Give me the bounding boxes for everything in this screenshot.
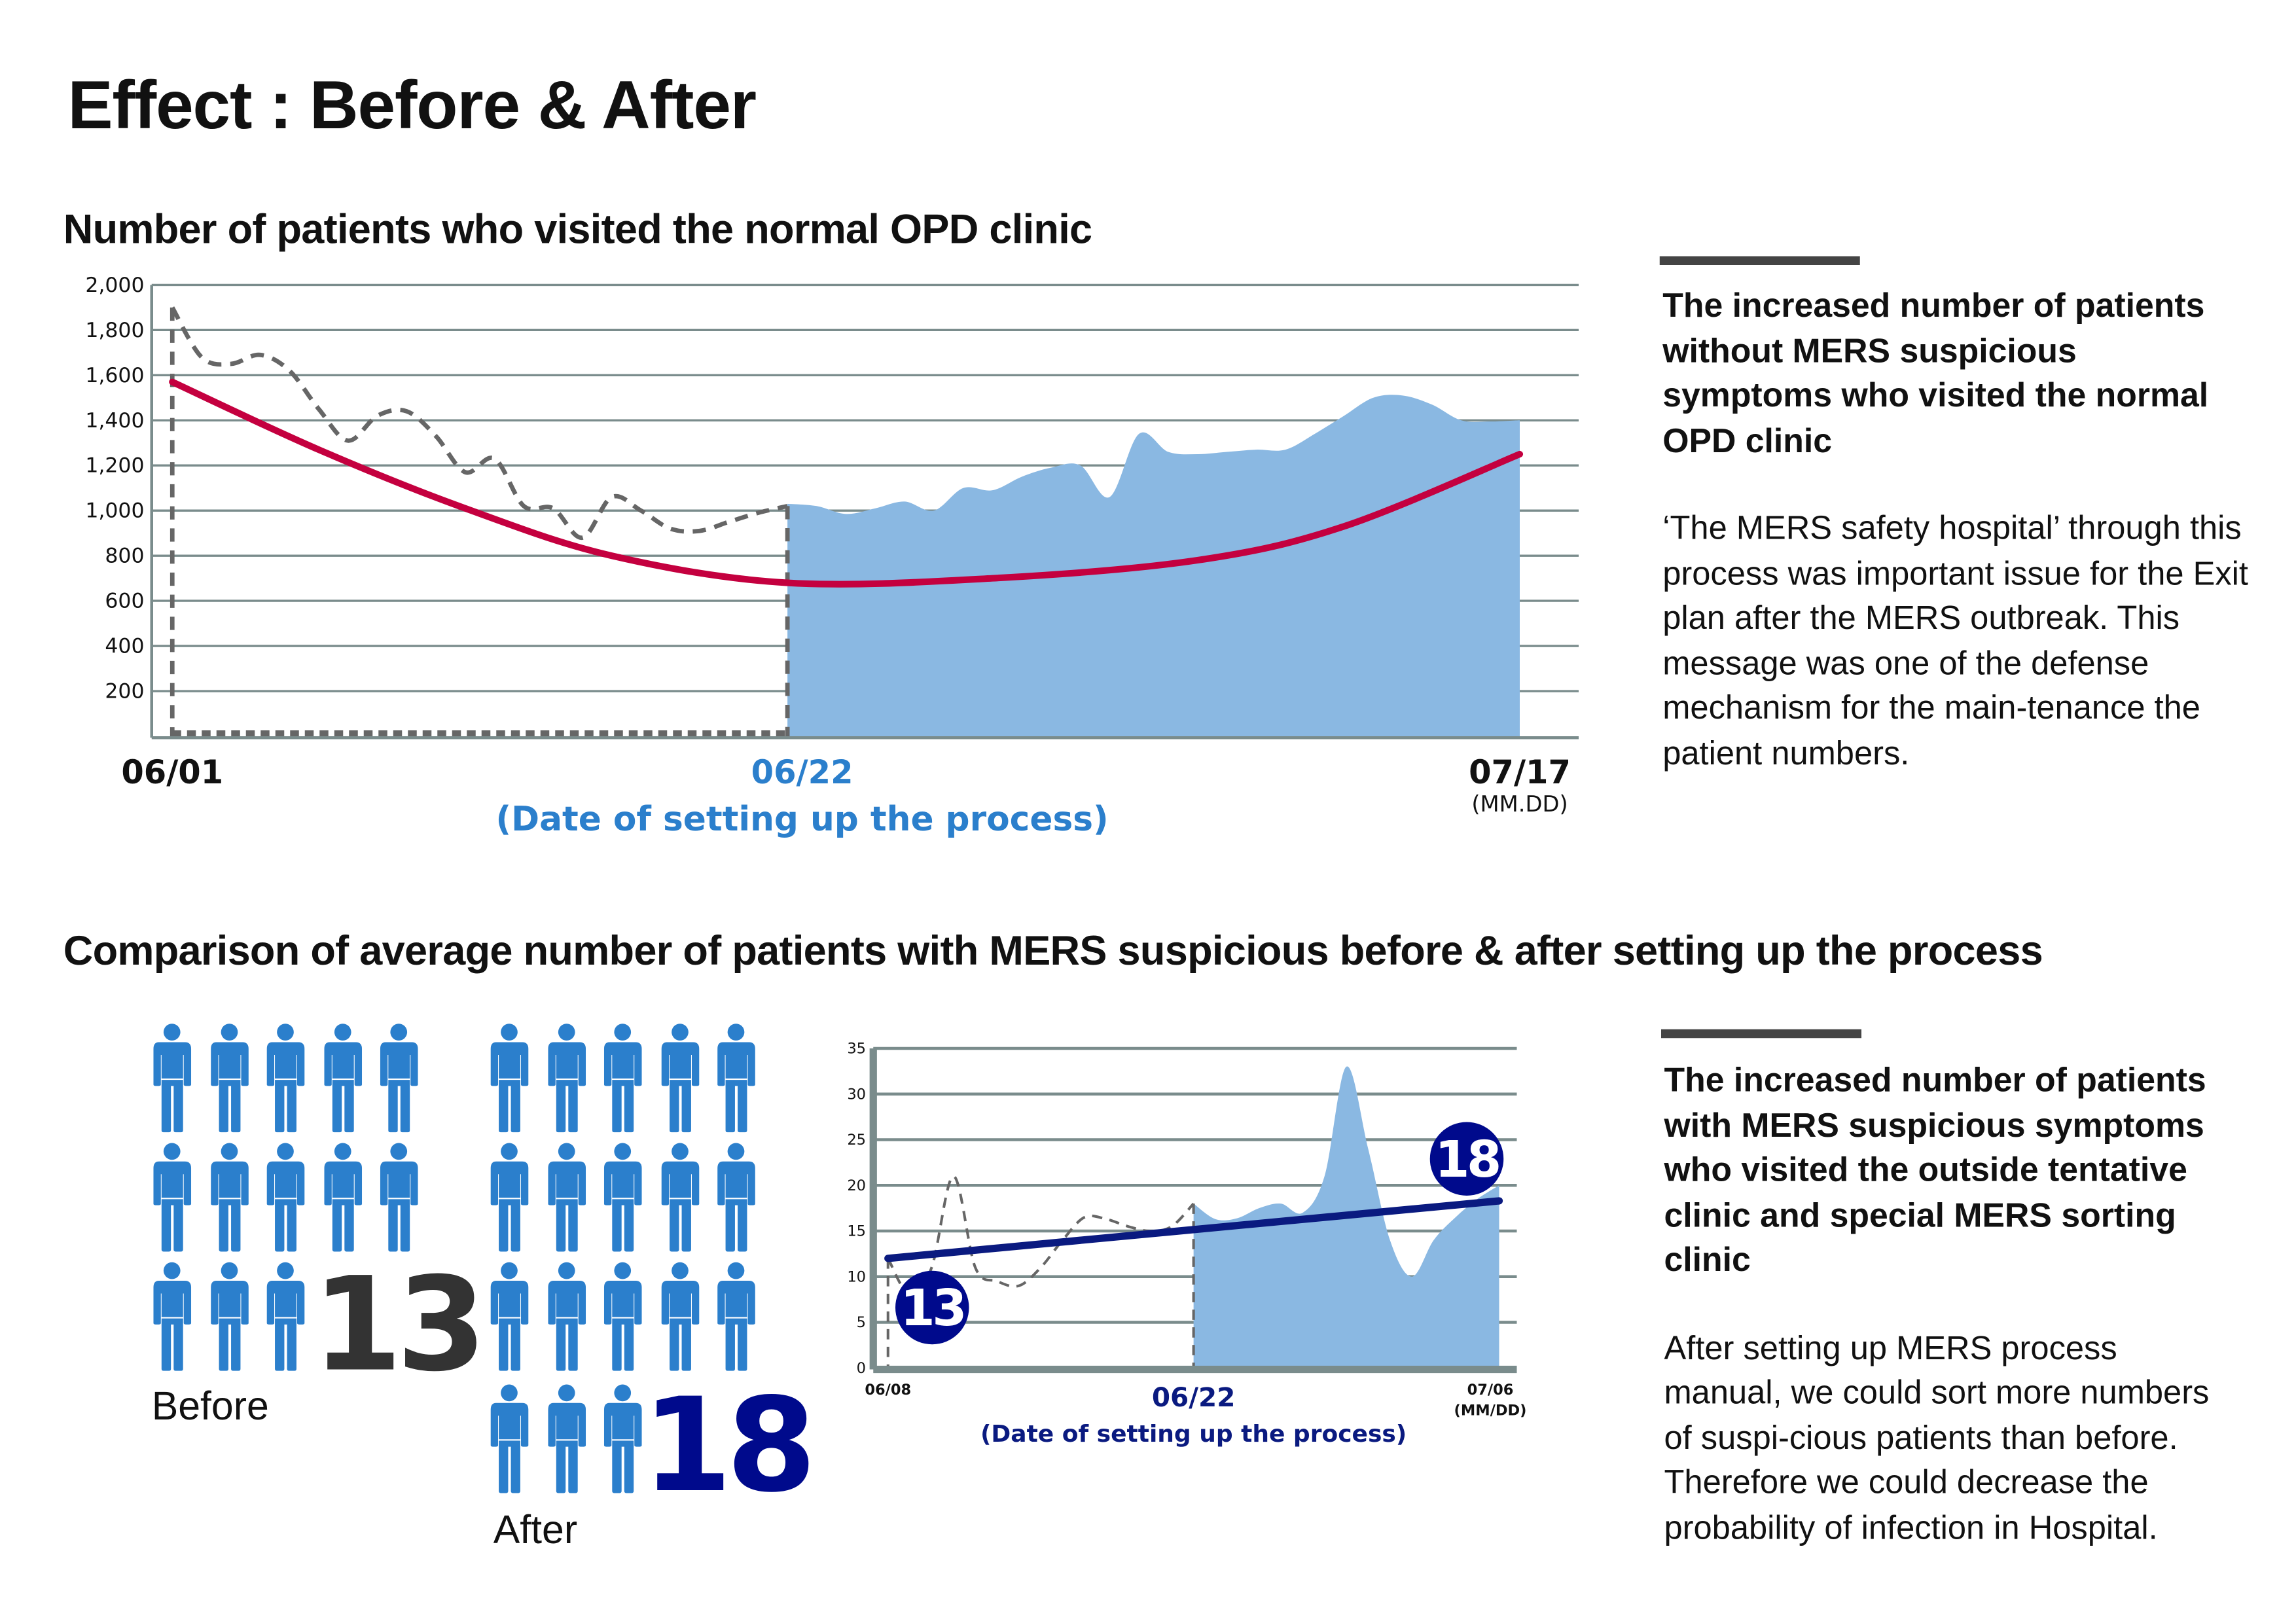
y-tick-label: 1,400 (85, 409, 144, 433)
side-panel-2: The increased number of patients with ME… (1664, 1058, 2239, 1551)
badge-circle (895, 1270, 969, 1345)
person-icon (210, 1024, 249, 1133)
person-icon (717, 1024, 756, 1133)
person-icon (153, 1262, 192, 1371)
person-icon (717, 1262, 756, 1371)
person-icon (323, 1024, 362, 1133)
person-icon (490, 1262, 529, 1371)
y-tick-label: 30 (847, 1086, 866, 1103)
person-icon (266, 1143, 305, 1252)
person-icon (603, 1384, 643, 1493)
side-body-1: ‘The MERS safety hospital’ through this … (1662, 509, 2249, 771)
y-tick-label: 35 (847, 1041, 866, 1058)
process-date-note: (Date of setting up the process) (980, 1421, 1407, 1448)
badge-value: 18 (1435, 1131, 1499, 1189)
chart1-heading: Number of patients who visited the norma… (63, 206, 1092, 252)
y-tick-label: 25 (847, 1132, 866, 1149)
x-label-end: 07/17 (1469, 753, 1571, 791)
trend-line (169, 378, 1524, 588)
person-icon (603, 1024, 643, 1133)
y-tick-label: 1,800 (85, 319, 144, 342)
chart2-heading: Comparison of average number of patients… (63, 927, 2043, 974)
y-tick-label: 800 (105, 544, 144, 568)
badge-circle (1429, 1122, 1504, 1196)
person-icon (380, 1143, 419, 1252)
x-label-start: 06/01 (121, 753, 223, 791)
side-body-2: After setting up MERS process manual, we… (1664, 1329, 2210, 1546)
person-icon (603, 1143, 643, 1252)
person-icon (153, 1024, 192, 1133)
y-tick-label: 10 (847, 1268, 866, 1285)
person-icon (153, 1143, 192, 1252)
process-date-note: (Date of setting up the process) (495, 800, 1108, 839)
person-icon (490, 1143, 529, 1252)
person-icon (210, 1143, 249, 1252)
x-label-process-date: 06/22 (751, 753, 853, 791)
person-icon (323, 1143, 362, 1252)
y-tick-label: 400 (105, 635, 144, 658)
y-tick-label: 2,000 (85, 274, 144, 297)
divider (1659, 256, 1860, 265)
person-icon (266, 1262, 305, 1371)
person-icon (380, 1024, 419, 1133)
x-unit-label: (MM/DD) (1454, 1402, 1527, 1419)
person-icon (210, 1262, 249, 1371)
after-label: After (493, 1508, 578, 1552)
value-badge: 13 (895, 1270, 969, 1345)
x-label-process-date: 06/22 (1152, 1382, 1236, 1413)
y-tick-label: 1,000 (85, 499, 144, 523)
y-tick-label: 1,200 (85, 454, 144, 478)
value-badge: 18 (1429, 1122, 1504, 1196)
person-icon (603, 1262, 643, 1371)
y-tick-label: 5 (857, 1314, 866, 1331)
divider (1661, 1029, 1861, 1039)
before-label: Before (151, 1384, 269, 1429)
badge-value: 13 (901, 1279, 964, 1338)
opd-chart: 200 400 600 800 1,000 1,200 1,400 1,600 1,800 2,0… (85, 274, 1579, 839)
person-icon (547, 1262, 586, 1371)
y-tick-label: 15 (847, 1223, 866, 1240)
y-tick-label: 200 (105, 680, 144, 704)
side-title-1: The increased number of patients without… (1662, 285, 2209, 459)
x-label-end: 07/06 (1467, 1382, 1514, 1399)
before-value: 13 (312, 1249, 487, 1400)
y-tick-label: 0 (857, 1360, 866, 1377)
person-icon (547, 1384, 586, 1493)
y-tick-label: 1,600 (85, 364, 144, 387)
person-icon (717, 1143, 756, 1252)
person-icon (266, 1024, 305, 1133)
person-icon (490, 1384, 529, 1493)
x-label-start: 06/08 (865, 1382, 911, 1399)
side-panel-1: The increased number of patients without… (1662, 283, 2251, 776)
y-tick-label: 600 (105, 590, 144, 613)
after-value: 18 (642, 1369, 817, 1522)
person-icon (660, 1262, 699, 1371)
person-icon (547, 1024, 586, 1133)
page-title: Effect : Before & After (67, 66, 757, 143)
person-icon (660, 1143, 699, 1252)
y-tick-label: 20 (847, 1177, 866, 1194)
person-icon (547, 1143, 586, 1252)
person-icon (660, 1024, 699, 1133)
mers-suspicious-chart: 0 5 10 15 20 25 30 35 06/08 06/22 (Date of setting… (847, 1041, 1527, 1448)
side-title-2: The increased number of patients with ME… (1664, 1060, 2206, 1278)
x-unit-label: (MM.DD) (1471, 791, 1568, 817)
person-icon (490, 1024, 529, 1133)
before-dashed-line (170, 306, 788, 540)
trend-line (884, 1197, 1503, 1262)
